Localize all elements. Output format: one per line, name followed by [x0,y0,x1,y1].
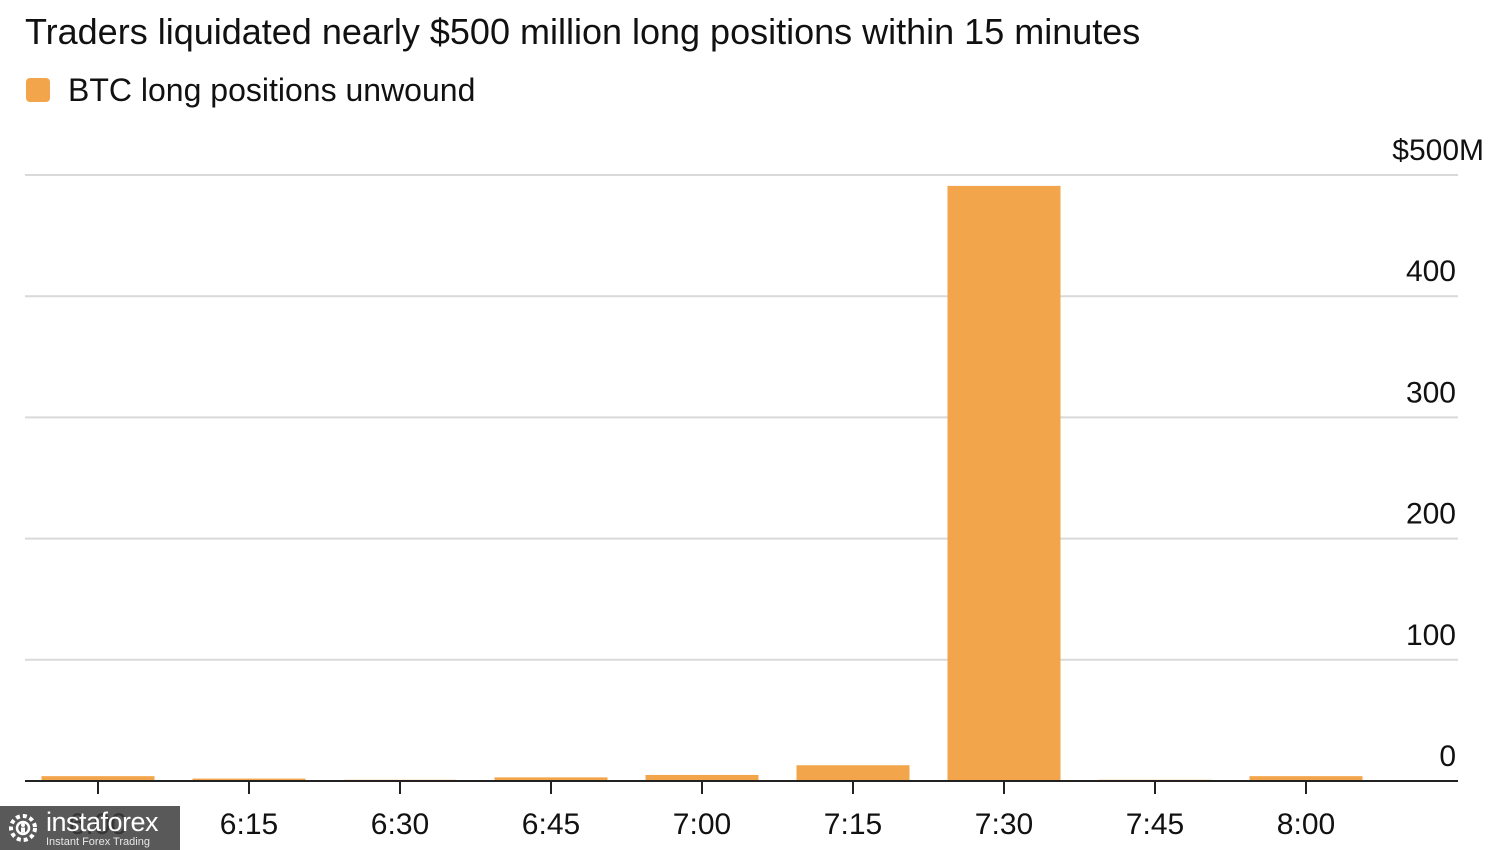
legend: BTC long positions unwound [26,68,475,112]
x-tick-label: 8:00 [1277,808,1335,841]
bar [1249,776,1363,781]
bar [796,765,910,781]
watermark: instaforex Instant Forex Trading [0,806,180,850]
y-tick-label: $500M [1392,134,1484,167]
watermark-tagline: Instant Forex Trading [46,835,150,848]
y-tick-label: 100 [1406,619,1456,652]
y-tick-label: 300 [1406,376,1456,409]
legend-swatch [26,78,50,102]
y-tick-label: 200 [1406,498,1456,531]
bar [192,778,306,781]
x-tick-label: 6:45 [522,808,580,841]
bar [947,185,1061,781]
x-tick-label: 7:45 [1126,808,1184,841]
gear-people-icon [9,814,37,842]
legend-label: BTC long positions unwound [68,72,476,108]
bar [494,777,608,781]
y-tick-label: 0 [1439,740,1456,773]
chart-title: Traders liquidated nearly $500 million l… [25,11,1141,52]
x-tick-label: 7:30 [975,808,1033,841]
y-tick-label: 400 [1406,255,1456,288]
x-tick-label: 7:00 [673,808,731,841]
x-tick-label: 6:15 [220,808,278,841]
watermark-brand: instaforex [46,806,159,837]
x-tick-label: 7:15 [824,808,882,841]
bar [645,774,759,781]
bar [41,776,155,781]
x-tick-label: 6:30 [371,808,429,841]
